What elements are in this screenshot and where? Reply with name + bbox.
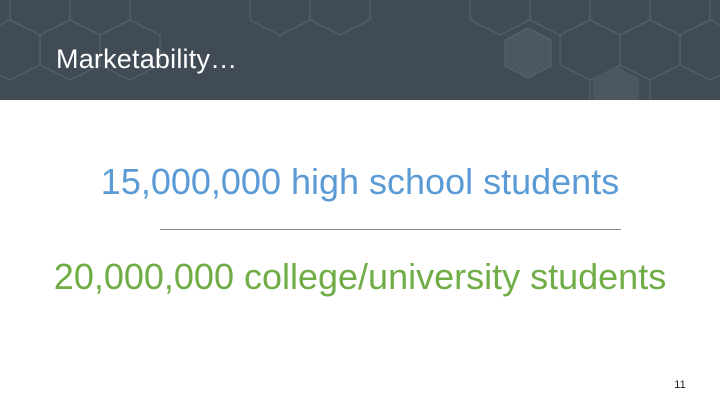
high-school-students-stat: 15,000,000 high school students — [100, 161, 620, 202]
divider-line — [160, 229, 621, 230]
slide-title: Marketability… — [56, 44, 238, 74]
college-students-stat: 20,000,000 college/university students — [53, 256, 667, 297]
slide-number: 11 — [674, 379, 686, 391]
title-header-band: Marketability… — [0, 0, 720, 100]
hexagon-pattern-decoration — [0, 0, 720, 100]
